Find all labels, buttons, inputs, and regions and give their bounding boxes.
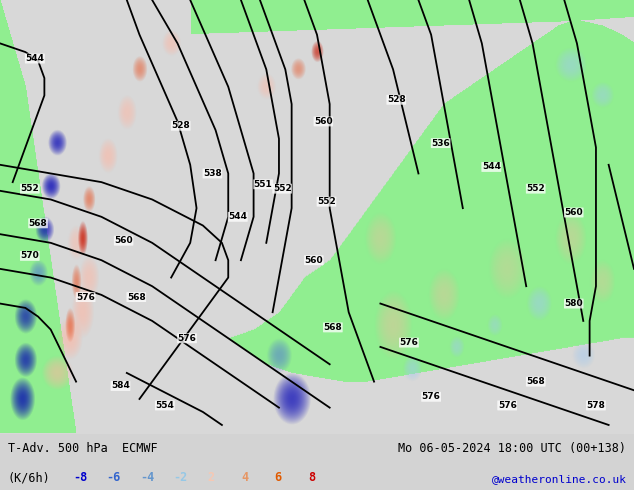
Text: 560: 560 — [314, 117, 333, 126]
Text: -2: -2 — [174, 471, 188, 484]
Text: 578: 578 — [586, 401, 605, 410]
Text: 584: 584 — [111, 381, 130, 391]
Text: 570: 570 — [20, 251, 39, 260]
Text: @weatheronline.co.uk: @weatheronline.co.uk — [491, 474, 626, 484]
Text: 552: 552 — [317, 197, 336, 206]
Text: 538: 538 — [203, 169, 222, 178]
Text: Mo 06-05-2024 18:00 UTC (00+138): Mo 06-05-2024 18:00 UTC (00+138) — [398, 442, 626, 455]
Text: 544: 544 — [25, 54, 44, 63]
Text: 552: 552 — [20, 184, 39, 193]
Text: 576: 576 — [422, 392, 441, 401]
Text: 552: 552 — [526, 184, 545, 193]
Text: 544: 544 — [228, 212, 247, 221]
Text: 552: 552 — [273, 184, 292, 193]
Text: 576: 576 — [498, 401, 517, 410]
Text: 560: 560 — [564, 208, 583, 217]
Text: -8: -8 — [73, 471, 87, 484]
Text: 528: 528 — [171, 121, 190, 130]
Text: 580: 580 — [564, 299, 583, 308]
Text: (K/6h): (K/6h) — [8, 471, 50, 484]
Text: 560: 560 — [304, 256, 323, 265]
Text: 576: 576 — [178, 334, 197, 343]
Text: 568: 568 — [526, 377, 545, 386]
Text: 536: 536 — [431, 139, 450, 147]
Text: 560: 560 — [114, 236, 133, 245]
Text: 4: 4 — [241, 471, 248, 484]
Text: 554: 554 — [155, 401, 174, 410]
Text: 8: 8 — [308, 471, 315, 484]
Text: T-Adv. 500 hPa  ECMWF: T-Adv. 500 hPa ECMWF — [8, 442, 157, 455]
Text: 568: 568 — [127, 293, 146, 301]
Text: 576: 576 — [76, 293, 95, 301]
Text: 568: 568 — [323, 323, 342, 332]
Text: 576: 576 — [399, 338, 418, 347]
Text: 568: 568 — [29, 219, 48, 228]
Text: -4: -4 — [140, 471, 154, 484]
Text: 528: 528 — [387, 95, 406, 104]
Text: 6: 6 — [275, 471, 281, 484]
Text: 551: 551 — [254, 180, 273, 189]
Text: -6: -6 — [107, 471, 120, 484]
Text: 2: 2 — [207, 471, 214, 484]
Text: 544: 544 — [482, 163, 501, 172]
